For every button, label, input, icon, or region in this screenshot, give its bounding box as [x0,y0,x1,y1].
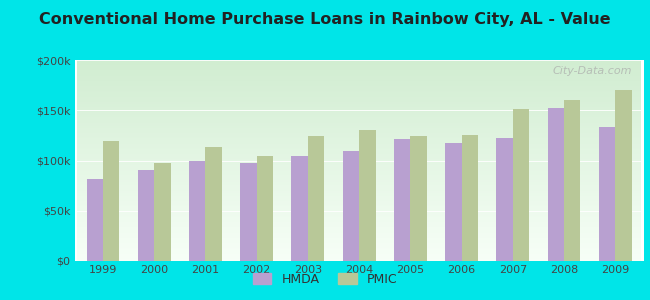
Bar [205,147,222,261]
Bar [616,90,632,261]
Bar [359,130,376,261]
Legend: HMDA, PMIC: HMDA, PMIC [248,268,402,291]
Bar [291,157,308,261]
Bar [497,138,513,261]
Bar [445,143,462,261]
Bar [564,100,580,261]
Bar [189,160,205,261]
Bar [548,108,564,261]
Bar [394,140,410,261]
Bar [138,169,154,261]
Bar [154,163,170,261]
Bar [343,152,359,261]
Bar [257,157,273,261]
Bar [410,136,427,261]
Bar [599,127,616,261]
Text: Conventional Home Purchase Loans in Rainbow City, AL - Value: Conventional Home Purchase Loans in Rain… [39,12,611,27]
Bar [462,135,478,261]
Bar [86,178,103,261]
Bar [513,109,529,261]
Bar [240,163,257,261]
Bar [308,136,324,261]
Bar [103,141,120,261]
Text: City-Data.com: City-Data.com [552,66,632,76]
